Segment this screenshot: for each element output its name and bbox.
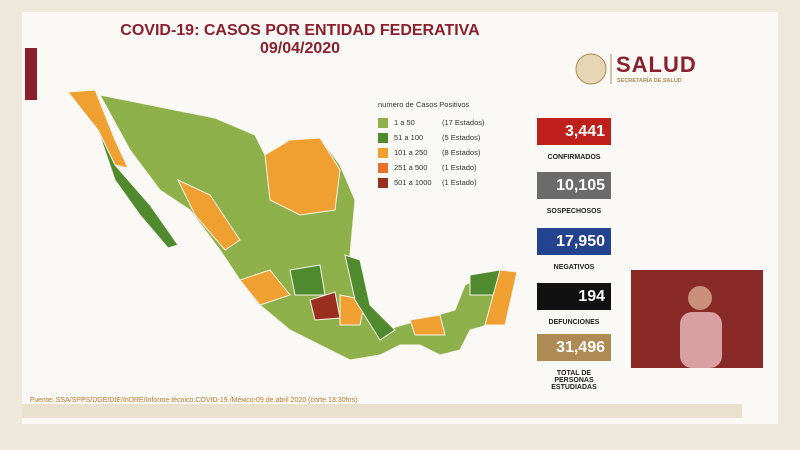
- legend-count: (5 Estados): [442, 133, 481, 142]
- legend-label: 51 a 100: [394, 133, 424, 142]
- logo-subtitle: SECRETARÍA DE SALUD: [617, 78, 682, 84]
- accent-bar: [25, 48, 37, 100]
- legend-item: 251 a 500 (1 Estado): [378, 160, 485, 175]
- legend-item: 101 a 250 (8 Estados): [378, 145, 485, 160]
- stat-label: CONFIRMADOS: [547, 154, 601, 161]
- stat-label: NEGATIVOS: [553, 264, 595, 271]
- stat-value: 31,496: [537, 334, 611, 361]
- legend-swatch: [378, 117, 388, 128]
- legend-label: 501 a 1000: [394, 178, 432, 187]
- stat-value: 3,441: [537, 118, 611, 145]
- legend-title: numero de Casos Positivos: [378, 100, 470, 109]
- interpreter: [688, 286, 712, 310]
- date: 09/04/2020: [259, 40, 341, 57]
- stat-value: 10,105: [537, 172, 611, 199]
- legend-label: 1 a 50: [394, 118, 415, 127]
- legend-swatch: [378, 177, 388, 188]
- interpreter-body: [680, 312, 722, 368]
- legend-count: (17 Estados): [442, 118, 485, 127]
- stat-value: 17,950: [537, 228, 611, 255]
- legend-item: 1 a 50 (17 Estados): [378, 115, 485, 130]
- legend-label: 101 a 250: [394, 148, 428, 157]
- legend-count: (1 Estado): [442, 163, 477, 172]
- map: [67, 89, 518, 361]
- legend-swatch: [378, 132, 388, 143]
- legend-count: (8 Estados): [442, 148, 481, 157]
- legend-count: (1 Estado): [442, 178, 477, 187]
- legend-item: 501 a 1000 (1 Estado): [378, 175, 485, 190]
- footer-bar: [22, 404, 742, 418]
- stat-label: TOTAL DE PERSONAS ESTUDIADAS: [551, 370, 597, 391]
- stat-label: SOSPECHOSOS: [546, 208, 602, 215]
- legend-item: 51 a 100 (5 Estados): [378, 130, 485, 145]
- legend: numero de Casos Positivos 1 a 50 (17 Esta…: [378, 100, 485, 190]
- title: COVID-19: CASOS POR ENTIDAD FEDERATIVA: [120, 22, 480, 39]
- stat-label: DEFUNCIONES: [548, 319, 600, 326]
- logo-name: SALUD: [616, 52, 697, 77]
- legend-label: 251 a 500: [394, 163, 428, 172]
- stat-value: 194: [537, 283, 611, 310]
- source: Fuente: SSA/SPPS/DGE/DIE/InDRE/Informe t…: [30, 397, 358, 404]
- legend-swatch: [378, 162, 388, 173]
- logo-emblem: [575, 53, 607, 85]
- legend-swatch: [378, 147, 388, 158]
